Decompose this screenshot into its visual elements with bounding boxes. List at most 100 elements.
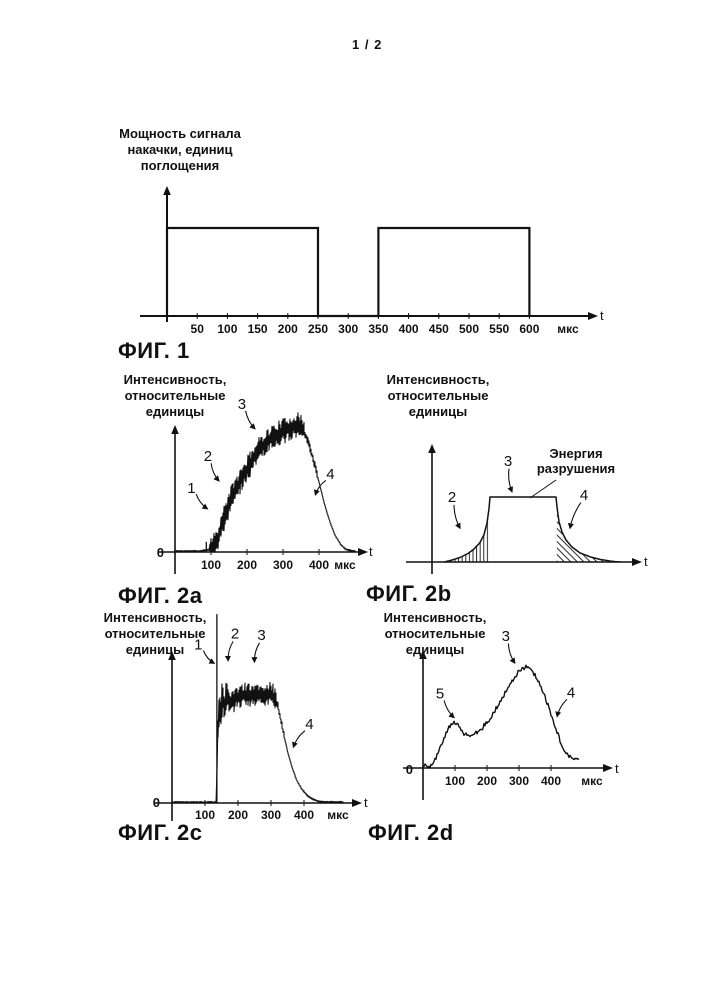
y-label-line: относительные xyxy=(124,388,226,403)
tick-label: 100 xyxy=(217,322,237,336)
tick-label: 400 xyxy=(541,774,561,788)
y-label-line: Интенсивность, xyxy=(386,372,490,387)
x-axis-arrow-icon xyxy=(588,312,598,320)
annotation-arrow xyxy=(453,504,461,530)
tick-label: 100 xyxy=(195,808,215,822)
annotation-label: 5 xyxy=(436,686,444,703)
x-axis-arrow-icon xyxy=(603,764,613,772)
y-axis-arrow-icon xyxy=(168,651,176,660)
fig1-chart: 50 100 150 200 250 300 350 400 450 500 550 600 мкс t xyxy=(140,186,604,336)
annotation-arrow xyxy=(507,468,513,493)
fig1-caption: ФИГ. 1 xyxy=(118,338,190,363)
annotation-label: 1 xyxy=(194,636,202,653)
x-unit-label: мкс xyxy=(327,808,349,822)
tick-label: 600 xyxy=(519,322,539,336)
y-axis-arrow-icon xyxy=(163,186,171,195)
tick-label: 300 xyxy=(273,558,293,572)
annotation-label: 2 xyxy=(204,448,212,465)
annotation-arrow xyxy=(202,650,216,664)
tick-label: 250 xyxy=(308,322,328,336)
tick-label: 100 xyxy=(201,558,221,572)
annotation-arrow xyxy=(292,730,306,749)
hatch-region xyxy=(448,508,490,562)
tick-label: 150 xyxy=(248,322,268,336)
annotation-label: 4 xyxy=(567,684,575,701)
y-label-line: относительные xyxy=(384,626,486,641)
curve xyxy=(174,412,356,553)
page-number: 1 / 2 xyxy=(352,37,383,52)
zero-label: 0 xyxy=(153,795,160,810)
tick-label: 300 xyxy=(509,774,529,788)
y-label-line: поглощения xyxy=(140,158,220,173)
annotation-label: 3 xyxy=(257,627,265,644)
fig2c-y-axis-label: Интенсивность, относительные единицы xyxy=(75,610,235,658)
tick-label: 200 xyxy=(278,322,298,336)
tick-label: 400 xyxy=(399,322,419,336)
tick-label: 550 xyxy=(489,322,509,336)
fig2d-caption: ФИГ. 2d xyxy=(368,820,454,845)
annotation-arrow xyxy=(245,410,256,430)
time-var-label: t xyxy=(364,795,368,810)
annotation-label: 4 xyxy=(326,466,334,483)
tick-label: 450 xyxy=(429,322,449,336)
zero-label: 0 xyxy=(157,545,164,560)
annotation-arrow xyxy=(567,502,582,530)
y-label-line: относительные xyxy=(104,626,206,641)
annotation-label: 3 xyxy=(238,396,246,413)
fig2a-caption: ФИГ. 2a xyxy=(118,583,203,608)
annotation-arrow xyxy=(313,479,327,496)
tick-label: 350 xyxy=(368,322,388,336)
curve xyxy=(422,664,580,769)
fig2c-caption: ФИГ. 2c xyxy=(118,820,203,845)
tick-label: 50 xyxy=(191,322,205,336)
annotation-label: 3 xyxy=(502,628,510,645)
tick-label: 200 xyxy=(237,558,257,572)
energy-label: Энергия xyxy=(549,446,602,461)
x-axis-arrow-icon xyxy=(632,558,642,566)
y-label-line: относительные xyxy=(387,388,489,403)
tick-label: 400 xyxy=(309,558,329,572)
fig2b-y-axis-label: Интенсивность, относительные единицы xyxy=(358,372,518,420)
time-var-label: t xyxy=(615,761,619,776)
tick-label: 400 xyxy=(294,808,314,822)
x-unit-label: мкс xyxy=(334,558,356,572)
y-label-line: единицы xyxy=(125,642,185,657)
time-var-label: t xyxy=(369,544,373,559)
annotation-arrow xyxy=(555,698,568,718)
annotation-arrow xyxy=(443,700,455,719)
y-label-line: Интенсивность, xyxy=(103,610,207,625)
annotation-arrow xyxy=(251,642,260,664)
fig2d-y-axis-label: Интенсивность, относительные единицы xyxy=(355,610,515,658)
y-label-line: Мощность сигнала xyxy=(119,126,241,141)
annotation-label: 2 xyxy=(448,489,456,506)
annotation-arrow xyxy=(210,463,220,482)
x-unit-label: мкс xyxy=(557,322,579,336)
annotation-arrow xyxy=(224,641,234,662)
y-label-line: единицы xyxy=(405,642,465,657)
curve xyxy=(443,496,621,563)
leader-line xyxy=(529,479,557,499)
x-axis-arrow-icon xyxy=(358,548,368,556)
y-label-line: единицы xyxy=(145,404,205,419)
tick-label: 100 xyxy=(445,774,465,788)
tick-label: 500 xyxy=(459,322,479,336)
fig2b-caption: ФИГ. 2b xyxy=(366,581,452,606)
curve xyxy=(165,226,531,318)
x-axis-arrow-icon xyxy=(352,799,362,807)
annotation-label: 4 xyxy=(305,716,313,733)
annotation-label: 2 xyxy=(231,626,239,643)
tick-label: 200 xyxy=(228,808,248,822)
y-label-line: Интенсивность, xyxy=(123,372,227,387)
tick-label: 300 xyxy=(261,808,281,822)
annotation-label: 3 xyxy=(504,453,512,470)
time-var-label: t xyxy=(644,554,648,569)
annotation-label: 4 xyxy=(580,487,588,504)
curve xyxy=(171,681,344,804)
y-axis-arrow-icon xyxy=(419,650,427,659)
annotation-label: 1 xyxy=(187,480,195,497)
annotation-arrow xyxy=(507,643,516,664)
fig1-y-axis-label: Мощность сигнала накачки, единиц поглоще… xyxy=(100,126,260,174)
